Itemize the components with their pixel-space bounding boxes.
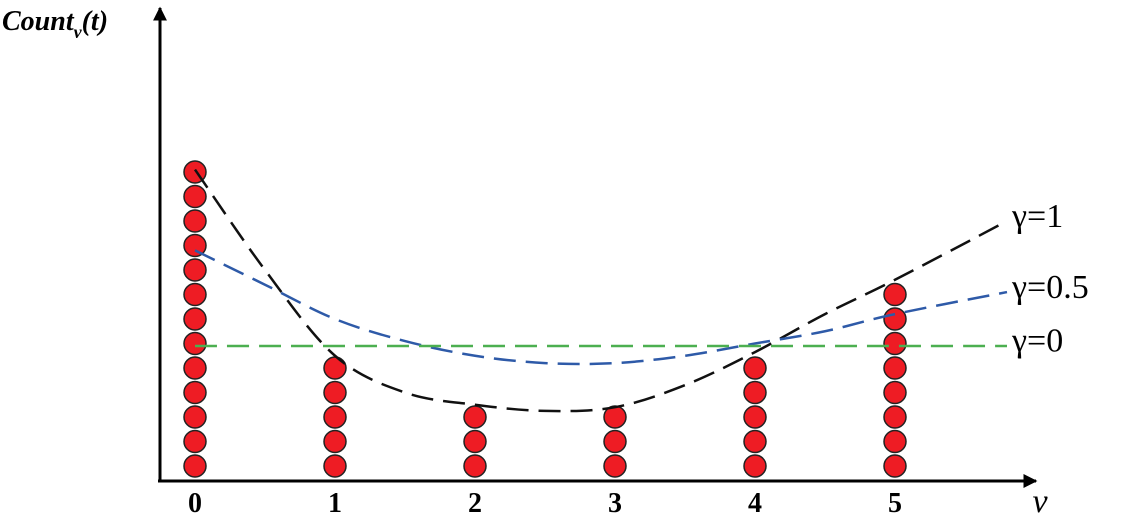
dot [743, 356, 767, 380]
dot [883, 454, 907, 478]
y-axis-label: Countv(t) [2, 6, 108, 42]
dot [183, 405, 207, 429]
x-tick-label: 1 [328, 488, 342, 519]
dot [743, 405, 767, 429]
dot [463, 429, 487, 454]
dot-stack [883, 282, 907, 478]
dot [883, 405, 907, 429]
dot [743, 380, 767, 405]
dot [883, 356, 907, 380]
dot [323, 454, 347, 478]
dot-stack [323, 356, 347, 478]
dot-stack [183, 160, 207, 478]
dot [883, 307, 907, 331]
dot-stack [603, 405, 627, 478]
series-label: γ=0.5 [1011, 269, 1089, 306]
dot-stack [463, 405, 487, 478]
curve [194, 249, 1008, 366]
dot [183, 307, 207, 331]
x-tick-label: 4 [748, 488, 762, 519]
dot [183, 184, 207, 209]
dot [463, 405, 487, 429]
series-label: γ=1 [1011, 198, 1063, 235]
dot [603, 429, 627, 454]
dot [323, 405, 347, 429]
dot [883, 429, 907, 454]
x-tick-label: 5 [888, 488, 902, 519]
x-tick-label: 3 [608, 488, 622, 519]
dot [323, 380, 347, 405]
dot [883, 331, 907, 356]
dot [183, 454, 207, 478]
dot [323, 429, 347, 454]
dot [183, 380, 207, 405]
dot [183, 209, 207, 233]
dot-stack [743, 356, 767, 478]
dot [183, 258, 207, 282]
x-tick-label: 0 [188, 488, 202, 519]
dot [743, 454, 767, 478]
dot [323, 356, 347, 380]
dot [183, 233, 207, 258]
dot [183, 282, 207, 307]
dot [183, 356, 207, 380]
dot [183, 331, 207, 356]
dot [743, 429, 767, 454]
dot [883, 380, 907, 405]
dot [603, 454, 627, 478]
curve [193, 168, 1008, 413]
x-tick-label: 2 [468, 488, 482, 519]
series-label: γ=0 [1011, 323, 1063, 360]
dot [183, 429, 207, 454]
dot [463, 454, 487, 478]
x-axis-label: v [1032, 483, 1048, 520]
dot [883, 282, 907, 307]
